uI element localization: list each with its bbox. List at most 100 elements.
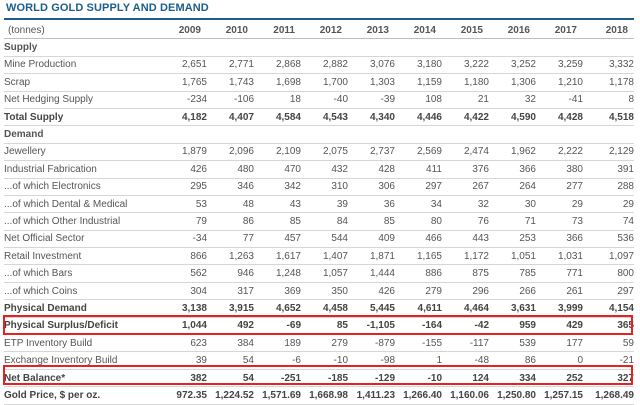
row-label: Retail Investment bbox=[4, 247, 164, 266]
cell-value: 426 bbox=[348, 282, 395, 301]
cell-value bbox=[395, 38, 442, 57]
cell-value: 886 bbox=[395, 264, 442, 283]
table-row: ...of which Coins 304 317 369 350 426 279 296 26… bbox=[4, 282, 634, 301]
cell-value: -39 bbox=[348, 91, 395, 109]
cell-value: 2,129 bbox=[583, 143, 634, 162]
cell-value bbox=[207, 38, 254, 57]
cell-value: 297 bbox=[583, 282, 634, 301]
cell-value: 409 bbox=[348, 230, 395, 249]
cell-value: 4,182 bbox=[164, 108, 207, 127]
table-row: ...of which Other Industrial 79 86 85 84 85 80… bbox=[4, 212, 634, 231]
cell-value: 350 bbox=[301, 282, 348, 301]
cell-value bbox=[442, 38, 489, 57]
row-label: Net Balance* bbox=[4, 369, 164, 388]
table-row: Exchange Inventory Build 39 54 -6 -10 -98 1 -48… bbox=[4, 351, 634, 370]
cell-value bbox=[583, 38, 634, 57]
cell-value: -42 bbox=[442, 317, 489, 336]
cell-value: 4,340 bbox=[348, 108, 395, 127]
cell-value: 1,266.40 bbox=[395, 386, 442, 405]
cell-value: 3,180 bbox=[395, 56, 442, 75]
cell-value bbox=[395, 125, 442, 144]
cell-value: 48 bbox=[207, 195, 254, 214]
cell-value: 1,698 bbox=[254, 73, 301, 92]
cell-value: 264 bbox=[489, 178, 536, 196]
cell-value: 1,571.69 bbox=[254, 386, 301, 405]
cell-value: -185 bbox=[301, 369, 348, 388]
cell-value: 85 bbox=[348, 212, 395, 231]
row-label: Net Official Sector bbox=[4, 230, 164, 249]
cell-value: 376 bbox=[442, 160, 489, 179]
cell-value: 2,651 bbox=[164, 56, 207, 75]
cell-value: 317 bbox=[207, 282, 254, 301]
cell-value bbox=[583, 125, 634, 144]
cell-value: 457 bbox=[254, 230, 301, 249]
cell-value: 1,668.98 bbox=[301, 386, 348, 405]
year-header: 2016 bbox=[489, 22, 536, 40]
cell-value: 334 bbox=[489, 369, 536, 388]
table-row: Jewellery 1,879 2,096 2,109 2,075 2,737 2,569 2… bbox=[4, 143, 634, 162]
cell-value bbox=[301, 38, 348, 57]
cell-value: 785 bbox=[489, 264, 536, 283]
row-label: Jewellery bbox=[4, 143, 164, 162]
row-label: Industrial Fabrication bbox=[4, 160, 164, 179]
cell-value: 470 bbox=[254, 160, 301, 179]
cell-value: 1,407 bbox=[301, 247, 348, 266]
cell-value: -1,105 bbox=[348, 317, 395, 336]
year-header: 2011 bbox=[254, 22, 301, 40]
cell-value: 177 bbox=[536, 334, 583, 353]
cell-value: 4,652 bbox=[254, 299, 301, 318]
cell-value bbox=[164, 38, 207, 57]
cell-value: 1,250.80 bbox=[489, 386, 536, 405]
cell-value bbox=[254, 38, 301, 57]
cell-value: 1,160.06 bbox=[442, 386, 489, 405]
cell-value: 59 bbox=[583, 334, 634, 353]
cell-value bbox=[536, 125, 583, 144]
cell-value: -234 bbox=[164, 91, 207, 109]
cell-value: 1,051 bbox=[489, 247, 536, 266]
cell-value: -164 bbox=[395, 317, 442, 336]
cell-value: 432 bbox=[301, 160, 348, 179]
cell-value: 310 bbox=[301, 178, 348, 196]
cell-value: 1,962 bbox=[489, 143, 536, 162]
cell-value: 4,611 bbox=[395, 299, 442, 318]
cell-value: 79 bbox=[164, 212, 207, 231]
cell-value: 253 bbox=[489, 230, 536, 249]
cell-value: 0 bbox=[536, 351, 583, 370]
cell-value: -879 bbox=[348, 334, 395, 353]
cell-value: -129 bbox=[348, 369, 395, 388]
year-header: 2009 bbox=[164, 22, 207, 40]
cell-value: 2,474 bbox=[442, 143, 489, 162]
row-label: ETP Inventory Build bbox=[4, 334, 164, 353]
cell-value: 3,259 bbox=[536, 56, 583, 75]
cell-value: 342 bbox=[254, 178, 301, 196]
cell-value: 279 bbox=[301, 334, 348, 353]
row-label: ...of which Bars bbox=[4, 264, 164, 283]
cell-value: 480 bbox=[207, 160, 254, 179]
title-rule bbox=[4, 18, 634, 20]
row-label: Gold Price, $ per oz. bbox=[4, 386, 164, 405]
cell-value: 800 bbox=[583, 264, 634, 283]
table-row: Physical Demand 3,138 3,915 4,652 4,458 5,445… bbox=[4, 299, 634, 318]
cell-value: 3,138 bbox=[164, 299, 207, 318]
cell-value: 189 bbox=[254, 334, 301, 353]
row-label: ...of which Dental & Medical bbox=[4, 195, 164, 214]
row-label: Total Supply bbox=[4, 108, 164, 127]
cell-value: -98 bbox=[348, 351, 395, 370]
cell-value: 53 bbox=[164, 195, 207, 214]
cell-value: 4,590 bbox=[489, 108, 536, 127]
row-label: Demand bbox=[4, 125, 164, 144]
cell-value: 85 bbox=[301, 317, 348, 336]
table-row: Total Supply 4,182 4,407 4,584 4,543 4,340 4,4… bbox=[4, 108, 634, 127]
cell-value: 266 bbox=[489, 282, 536, 301]
cell-value: 369 bbox=[254, 282, 301, 301]
cell-value: 875 bbox=[442, 264, 489, 283]
row-label: Net Hedging Supply bbox=[4, 91, 164, 109]
cell-value: 4,422 bbox=[442, 108, 489, 127]
cell-value: -117 bbox=[442, 334, 489, 353]
cell-value: 29 bbox=[583, 195, 634, 214]
cell-value: 3,252 bbox=[489, 56, 536, 75]
table-row: Gold Price, $ per oz. 972.35 1,224.52 1,571… bbox=[4, 386, 634, 405]
table-row: Retail Investment 866 1,263 1,617 1,407 1,871… bbox=[4, 247, 634, 266]
row-label: Mine Production bbox=[4, 56, 164, 75]
cell-value: 1,444 bbox=[348, 264, 395, 283]
